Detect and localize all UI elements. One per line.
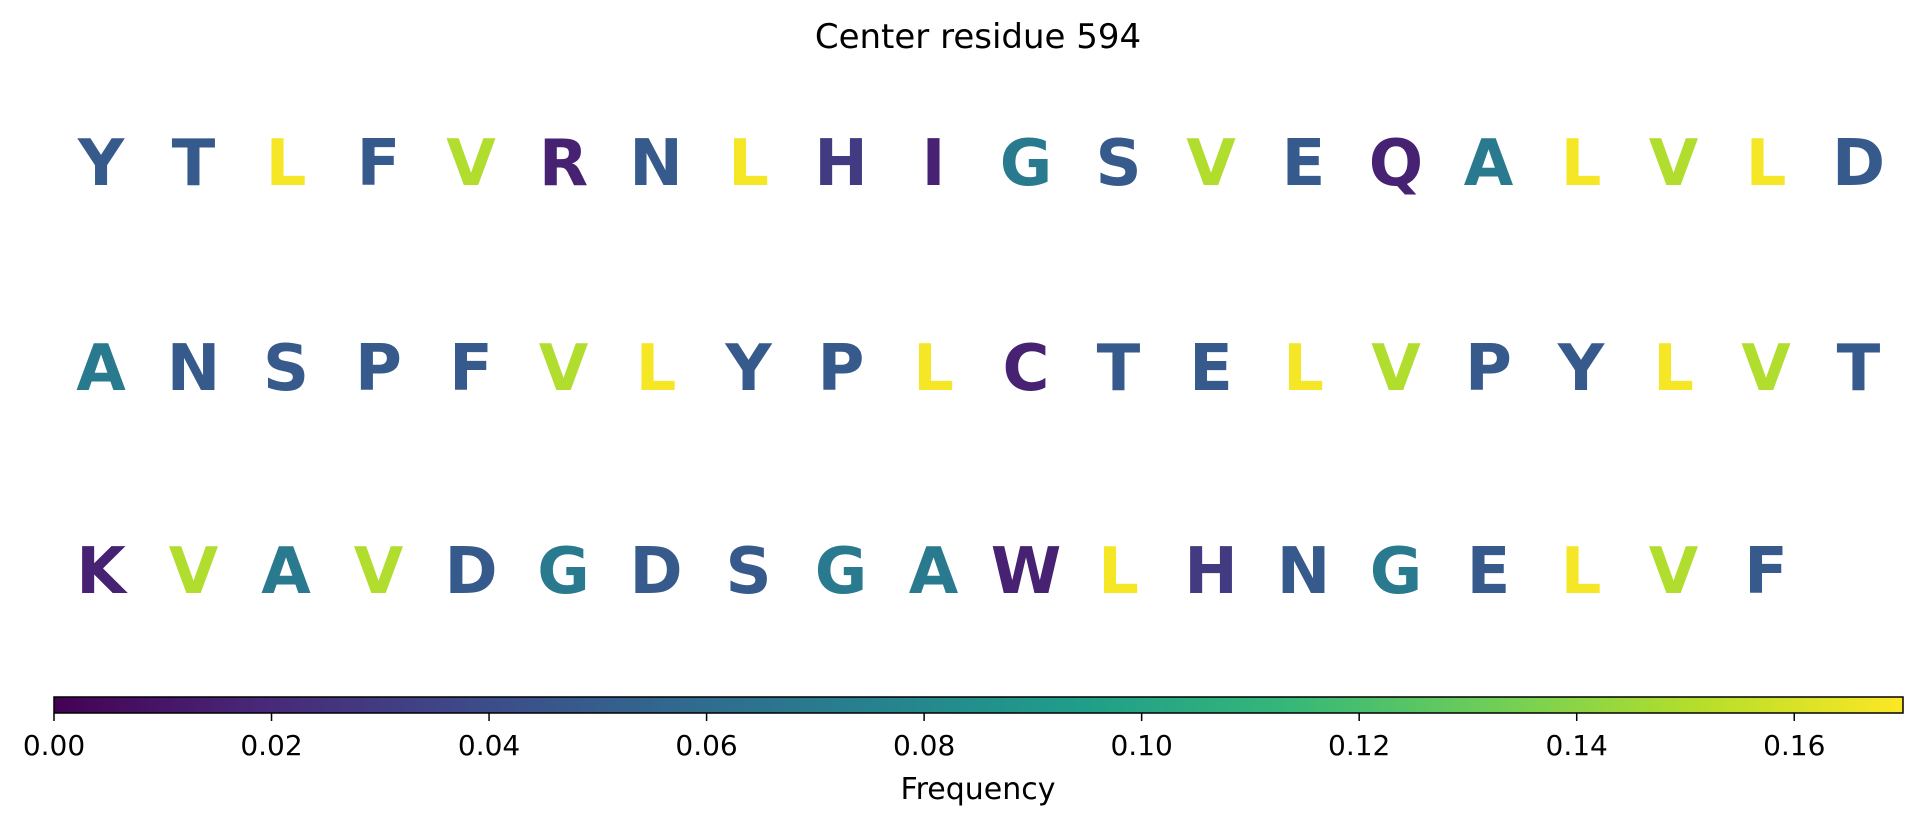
residue-letter: E (1467, 535, 1511, 609)
residue-letter: S (725, 535, 771, 609)
residue-letter: Y (1557, 332, 1605, 406)
residue-letter: K (76, 535, 128, 609)
colorbar-tick-label: 0.16 (1763, 729, 1825, 762)
colorbar-tick-label: 0.02 (240, 729, 302, 762)
residue-grid: Y T L F V R N L H I G S V E Q A L V L DA N S P F V L Y P L C T E L V P Y L V T… (76, 127, 1885, 609)
colorbar-tick-label: 0.14 (1546, 729, 1608, 762)
residue-letter: F (449, 332, 493, 406)
residue-letter: Y (724, 332, 772, 406)
residue-letter: N (1277, 535, 1331, 609)
residue-letter: E (1189, 332, 1233, 406)
residue-letter: Q (1369, 127, 1423, 201)
residue-letter: V (539, 332, 589, 406)
colorbar-tick-label: 0.12 (1328, 729, 1390, 762)
residue-letter: P (818, 332, 865, 406)
residue-letter: L (266, 127, 307, 201)
residue-letter: G (1370, 535, 1423, 609)
residue-letter: L (1283, 332, 1324, 406)
residue-letter: N (629, 127, 683, 201)
residue-letter: V (446, 127, 496, 201)
residue-letter: R (539, 127, 588, 201)
residue-letter: S (1095, 127, 1141, 201)
residue-letter: N (167, 332, 221, 406)
residue-letter: V (1649, 535, 1699, 609)
residue-letter: G (1000, 127, 1053, 201)
residue-letter: L (913, 332, 954, 406)
residue-letter: D (629, 535, 682, 609)
residue-letter: W (991, 535, 1062, 609)
residue-letter: L (1561, 535, 1602, 609)
residue-letter: A (909, 535, 959, 609)
residue-letter: L (1561, 127, 1602, 201)
residue-letter: L (636, 332, 677, 406)
residue-letter: D (1832, 127, 1885, 201)
residue-letter: L (728, 127, 769, 201)
residue-letter: F (1744, 535, 1788, 609)
residue-letter: V (1371, 332, 1421, 406)
residue-letter: T (1837, 332, 1881, 406)
residue-letter: G (537, 535, 590, 609)
colorbar-label: Frequency (901, 772, 1056, 807)
residue-letter: V (169, 535, 219, 609)
colorbar-tick-label: 0.06 (675, 729, 737, 762)
residue-letter: F (357, 127, 401, 201)
residue-letter: V (354, 535, 404, 609)
residue-letter: V (1741, 332, 1791, 406)
residue-letter: A (1464, 127, 1514, 201)
chart-title: Center residue 594 (815, 17, 1141, 57)
residue-letter: E (1282, 127, 1326, 201)
colorbar-tick-label: 0.04 (458, 729, 520, 762)
residue-letter: S (263, 332, 309, 406)
residue-letter: Y (77, 127, 125, 201)
residue-letter: I (922, 127, 946, 201)
residue-letter: H (814, 127, 868, 201)
residue-letter: T (1097, 332, 1141, 406)
residue-letter: L (1746, 127, 1787, 201)
residue-letter: T (172, 127, 216, 201)
residue-letter: P (1465, 332, 1512, 406)
colorbar-tick-label: 0.10 (1110, 729, 1172, 762)
residue-letter: A (76, 332, 126, 406)
colorbar-tick-label: 0.08 (893, 729, 955, 762)
colorbar-tick-label: 0.00 (23, 729, 85, 762)
residue-letter: A (261, 535, 311, 609)
colorbar-ticks: 0.00 0.02 0.04 0.06 0.08 0.10 0.12 0.14 0.16 (23, 713, 1825, 762)
residue-letter: V (1186, 127, 1236, 201)
residue-letter: H (1184, 535, 1238, 609)
residue-letter: L (1653, 332, 1694, 406)
colorbar (53, 696, 1904, 714)
residue-letter: P (355, 332, 402, 406)
residue-letter: V (1649, 127, 1699, 201)
residue-letter: C (1003, 332, 1050, 406)
residue-letter: D (444, 535, 497, 609)
residue-letter: L (1098, 535, 1139, 609)
residue-letter: G (815, 535, 868, 609)
